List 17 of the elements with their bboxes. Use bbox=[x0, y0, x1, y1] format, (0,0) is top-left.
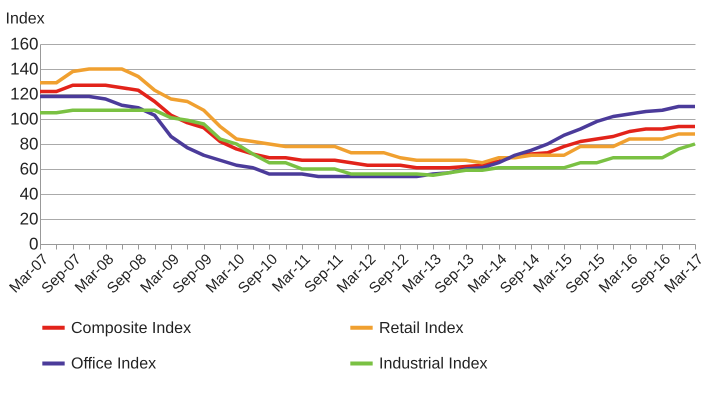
y-tick-label: 120 bbox=[10, 84, 38, 104]
y-tick-label: 80 bbox=[20, 134, 38, 154]
y-axis-title: Index bbox=[6, 10, 45, 28]
y-tick-label: 20 bbox=[20, 210, 38, 228]
legend-label: Composite Index bbox=[71, 320, 192, 337]
legend-label: Retail Index bbox=[379, 320, 464, 337]
legend-label: Office Index bbox=[71, 356, 156, 372]
y-tick-label: 60 bbox=[20, 160, 38, 178]
y-tick-label: 140 bbox=[10, 60, 38, 78]
y-tick-label: 160 bbox=[10, 34, 38, 54]
legend-label: Industrial Index bbox=[379, 356, 488, 372]
y-tick-label: 0 bbox=[29, 234, 38, 254]
line-series bbox=[38, 108, 697, 177]
y-tick-label: 40 bbox=[20, 184, 38, 204]
line-series bbox=[38, 67, 697, 164]
y-tick-label: 100 bbox=[10, 110, 38, 128]
line-series bbox=[38, 94, 697, 178]
